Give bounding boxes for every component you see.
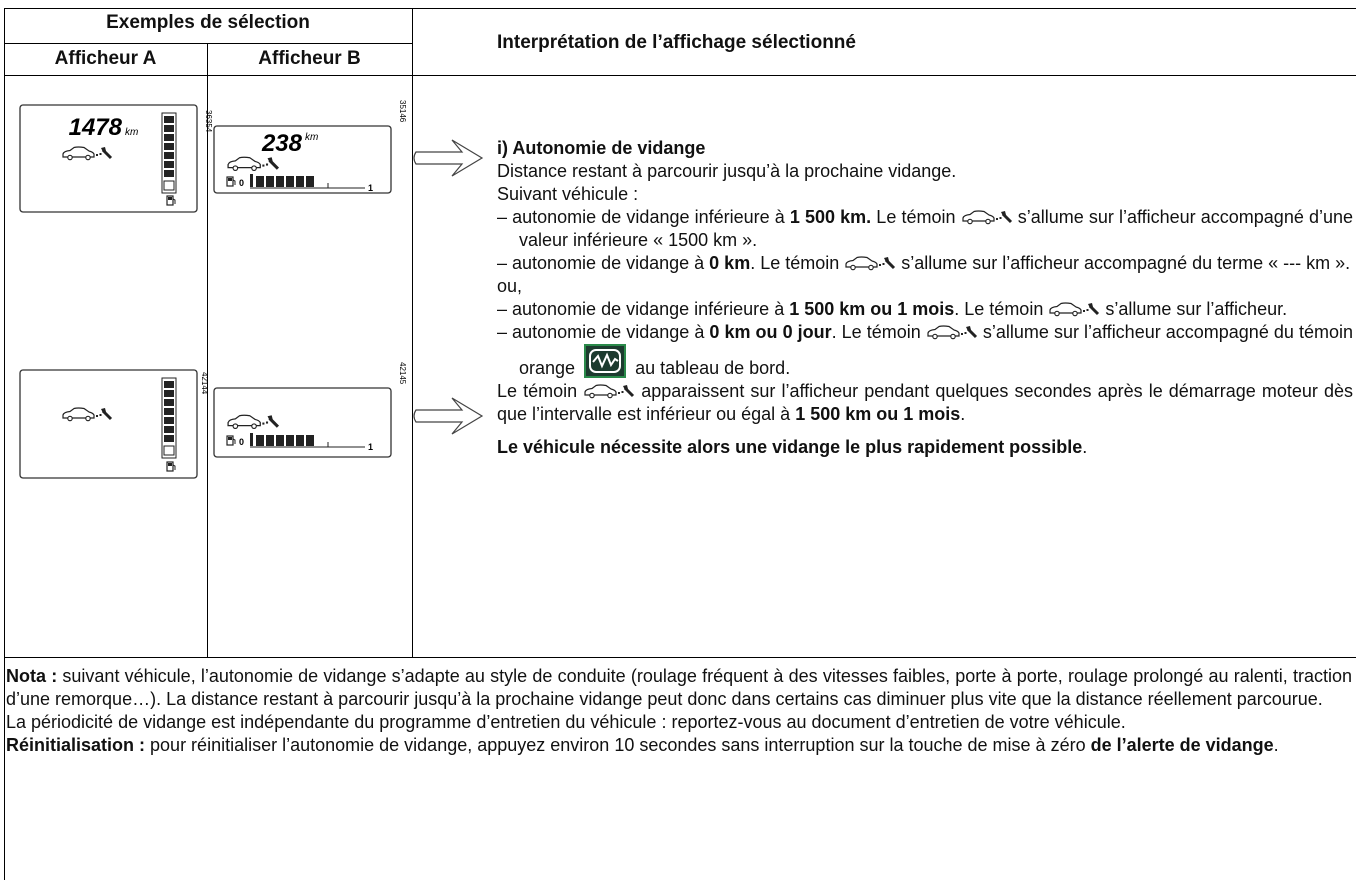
nota: Nota : suivant véhicule, l’autonomie de … (6, 665, 1352, 757)
border (4, 75, 1356, 76)
text: – autonomie de vidange à (497, 253, 710, 273)
border (207, 43, 208, 657)
text: au tableau de bord. (630, 358, 791, 378)
paragraph: La périodicité de vidange est indépendan… (6, 712, 1126, 732)
icon (1048, 301, 1100, 317)
image-ref: 42145 (398, 362, 407, 385)
image-ref: 42144 (200, 372, 209, 395)
text: . Le témoin (954, 299, 1049, 319)
text: pour réinitialiser l’autonomie de vidang… (145, 735, 1091, 755)
header-group: Exemples de sélection (106, 12, 310, 33)
border (412, 8, 413, 657)
display-unit: km (125, 127, 138, 138)
heading: i) Autonomie de vidange (497, 138, 706, 158)
image-ref: 35146 (398, 100, 407, 123)
border (4, 8, 1356, 9)
text: s’allume sur l’afficheur accompagné du t… (896, 253, 1351, 273)
header-col: Interprétation de l’affichage sélectionn… (497, 32, 856, 53)
text: Le témoin (871, 207, 961, 227)
list-item: – autonomie de vidange inférieure à 1 50… (497, 298, 1353, 321)
list-item: – autonomie de vidange à 0 km ou 0 jour.… (497, 321, 1353, 380)
display-b1: 238 km 0 1 35146 (213, 100, 407, 194)
list-item: – autonomie de vidange inférieure à 1 50… (497, 206, 1353, 252)
icon (583, 383, 635, 399)
gauge-max: 1 (368, 183, 373, 193)
gauge-max: 1 (368, 442, 373, 452)
text: Le témoin (497, 381, 584, 401)
gauge-min: 0 (239, 437, 244, 447)
text: 1 500 km ou 1 mois (795, 404, 961, 424)
text: suivant véhicule, l’autonomie de vidange… (6, 666, 1352, 709)
text: . Le témoin (831, 322, 926, 342)
text: s’allume sur l’afficheur. (1100, 299, 1288, 319)
paragraph: Réinitialisation : pour réinitialiser l’… (6, 734, 1352, 757)
paragraph: Distance restant à parcourir jusqu’à la … (497, 161, 957, 181)
image-ref: 36354 (204, 110, 213, 133)
paragraph: Le témoin apparaissent sur l’afficheur p… (497, 380, 1353, 426)
text: s’allume sur l’afficheur accompagné d’un… (519, 207, 1353, 250)
display-value: 1478 (69, 114, 123, 141)
text: – autonomie de vidange à (497, 322, 710, 342)
text: – autonomie de vidange inférieure à (497, 207, 790, 227)
icon (844, 255, 896, 271)
text: Réinitialisation : (6, 735, 146, 755)
display-value: 238 (261, 130, 303, 157)
display-b2: 0 1 42145 (213, 362, 407, 458)
display-a2: 42144 (19, 369, 209, 479)
display-unit: km (305, 132, 318, 143)
text: 1 500 km ou 1 mois (789, 299, 955, 319)
warning-icon (584, 344, 627, 378)
text: . (1082, 437, 1088, 457)
text: de l’alerte de vidange (1090, 735, 1274, 755)
text: . Le témoin (750, 253, 845, 273)
interpretation: i) Autonomie de vidange Distance restant… (497, 137, 1353, 459)
list-item: – autonomie de vidange à 0 km. Le témoin… (497, 252, 1353, 275)
icon (926, 324, 978, 340)
text: . (1273, 735, 1279, 755)
icon (961, 209, 1013, 225)
text: . (960, 404, 966, 424)
header-col: Afficheur A (54, 48, 157, 69)
arrows (413, 139, 484, 435)
border (4, 8, 5, 880)
gauge-min: 0 (239, 178, 244, 188)
text: s’allume sur l’afficheur accompagné du t… (519, 322, 1353, 378)
paragraph: Nota : suivant véhicule, l’autonomie de … (6, 665, 1352, 711)
text: Nota : (6, 666, 58, 686)
text: 0 km ou 0 jour (709, 322, 832, 342)
paragraph: Suivant véhicule : (497, 184, 639, 204)
text: – autonomie de vidange inférieure à (497, 299, 790, 319)
header-col: Afficheur B (258, 48, 361, 69)
text: Le véhicule nécessite alors une vidange … (497, 437, 1083, 457)
paragraph: ou, (497, 276, 523, 296)
text: 1 500 km. (789, 207, 872, 227)
paragraph: Le véhicule nécessite alors une vidange … (497, 436, 1353, 459)
text: 0 km (709, 253, 751, 273)
text: apparaissent sur l’afficheur pendant que… (497, 381, 1353, 424)
display-a1: 1478 km 36354 (19, 104, 213, 213)
border (4, 43, 412, 44)
border (4, 657, 1356, 658)
